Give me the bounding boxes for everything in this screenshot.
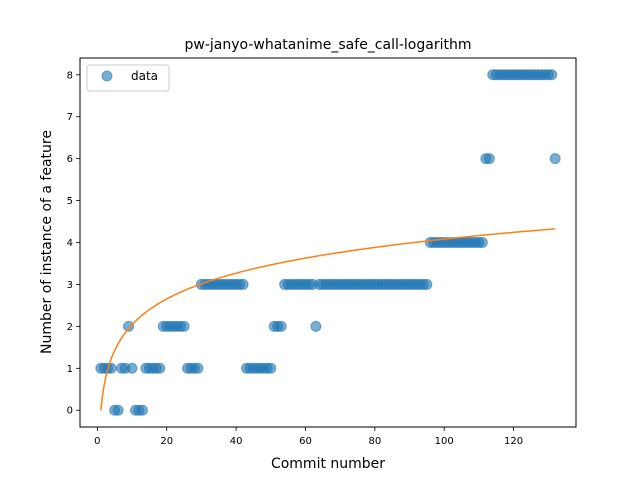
- x-tick-label: 40: [230, 436, 243, 447]
- y-tick-label: 6: [67, 154, 73, 165]
- data-point: [421, 278, 433, 290]
- data-point: [275, 320, 287, 332]
- data-point: [546, 69, 558, 81]
- y-tick-label: 4: [67, 238, 73, 249]
- x-tick-label: 100: [435, 436, 454, 447]
- x-tick-label: 120: [504, 436, 523, 447]
- data-point: [178, 320, 190, 332]
- x-tick-label: 20: [160, 436, 173, 447]
- y-tick-label: 7: [67, 112, 73, 123]
- x-axis: 0 20 40 60 80 100 120: [94, 427, 523, 447]
- data-point: [112, 404, 124, 416]
- data-point: [154, 362, 166, 374]
- legend-label-data: data: [131, 69, 158, 83]
- data-point: [192, 362, 204, 374]
- legend: data: [86, 64, 170, 92]
- y-axis: 0 1 2 3 4 5 6 7 8: [67, 70, 80, 417]
- data-point: [476, 237, 488, 248]
- x-tick-label: 60: [299, 436, 312, 447]
- y-tick-label: 3: [67, 280, 73, 291]
- data-point: [126, 362, 138, 374]
- x-tick-label: 0: [94, 436, 100, 447]
- y-tick-label: 2: [67, 322, 73, 333]
- x-tick-label: 80: [368, 436, 381, 447]
- x-axis-label: Commit number: [271, 456, 385, 472]
- plot-area: [95, 69, 561, 416]
- data-point: [265, 362, 277, 374]
- data-point: [310, 320, 322, 332]
- data-point: [549, 153, 561, 165]
- chart-title: pw-janyo-whatanime_safe_call-logarithm: [185, 37, 472, 53]
- y-tick-label: 5: [67, 196, 73, 207]
- data-point: [237, 278, 249, 290]
- y-tick-label: 0: [67, 406, 73, 417]
- y-axis-label: Number of instance of a feature: [39, 130, 55, 354]
- y-tick-label: 8: [67, 70, 73, 81]
- fit-line: [100, 228, 556, 411]
- legend-marker-data: [101, 70, 113, 82]
- y-tick-label: 1: [67, 364, 73, 375]
- data-point: [123, 320, 135, 332]
- data-point: [483, 153, 495, 165]
- data-point: [136, 404, 148, 416]
